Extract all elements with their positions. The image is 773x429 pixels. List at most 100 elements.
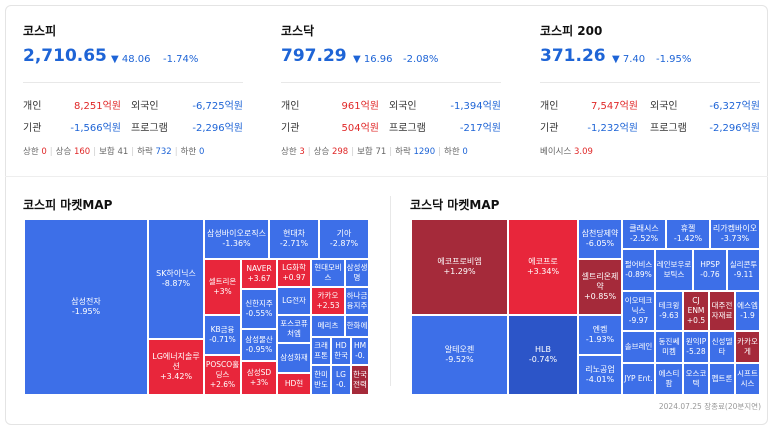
treemap-cell[interactable]: HD한국 <box>331 337 351 365</box>
treemap-cell[interactable]: 오스코텍 <box>683 363 709 395</box>
treemap-cell[interactable]: 원익IP -5.28 <box>683 331 709 363</box>
treemap-cell-name: 레인보우로보틱스 <box>656 260 692 279</box>
index-title[interactable]: 코스닥 <box>281 24 315 38</box>
treemap-cell[interactable]: HM -0. <box>351 337 369 365</box>
investor-label: 외국인 <box>650 101 678 112</box>
treemap-cell[interactable]: 이오테크닉스 -9.97 <box>622 291 655 331</box>
treemap-cell-rate: -9.52% <box>445 355 474 364</box>
treemap-cell[interactable]: 삼성화재 <box>277 343 311 373</box>
treemap-cell[interactable]: 펩트론 <box>709 363 735 395</box>
treemap-cell[interactable]: 현대차 -2.71% <box>269 219 319 259</box>
index-rate: -1.74% <box>163 54 199 65</box>
treemap-cell[interactable]: 삼성전자 -1.95% <box>24 219 148 395</box>
treemap-cell[interactable]: LG -0. <box>331 365 351 395</box>
treemap-cell[interactable]: 클래시스 -2.52% <box>622 219 666 249</box>
treemap-cell-name: 셀트리온제약 <box>581 272 619 291</box>
treemap-cell[interactable]: 카카오 +2.53 <box>311 287 345 315</box>
treemap-cell[interactable]: 한미반도 <box>311 365 331 395</box>
treemap-cell[interactable]: LG에너지솔루션 +3.42% <box>148 339 204 395</box>
treemap-cell[interactable]: 엔켐 -1.93% <box>578 315 622 355</box>
treemap-cell[interactable]: 리가켐바이오 -3.73% <box>710 219 760 249</box>
treemap-cell[interactable]: 시프트시스 <box>735 363 760 395</box>
treemap-cell[interactable]: SK하이닉스 -8.87% <box>148 219 204 339</box>
treemap-cell[interactable]: 에코프로비엠 +1.29% <box>411 219 508 315</box>
treemap-cell[interactable]: KB금융 -0.71% <box>204 315 241 355</box>
treemap-cell[interactable]: 에스엠 -1.9 <box>735 291 760 331</box>
treemap-cell-rate: -9.11 <box>733 270 754 279</box>
kospi-map-title[interactable]: 코스피 마켓MAP <box>23 198 113 212</box>
treemap-cell[interactable]: 동진쎄미켐 <box>655 331 683 363</box>
kosdaq-map-title[interactable]: 코스닥 마켓MAP <box>410 198 500 212</box>
treemap-cell-name: SK하이닉스 <box>156 269 196 278</box>
index-title[interactable]: 코스피 200 <box>540 24 603 38</box>
treemap-cell[interactable]: 대주전자재료 <box>709 291 735 331</box>
treemap-cell-rate: -1.95% <box>71 307 101 316</box>
investor-value: 504억원 <box>341 123 380 134</box>
treemap-cell[interactable]: 삼성물산 -0.95% <box>241 329 277 361</box>
treemap-cell[interactable]: 리노공업 -4.01% <box>578 355 622 395</box>
investor-label: 기관 <box>540 123 559 134</box>
treemap-cell-rate: +3.67 <box>247 274 271 283</box>
treemap-cell[interactable]: 에코프로 +3.34% <box>508 219 578 315</box>
treemap-cell[interactable]: NAVER +3.67 <box>241 259 277 289</box>
treemap-cell-name: HLB <box>535 345 551 354</box>
treemap-cell[interactable]: JYP Ent. <box>622 363 655 395</box>
treemap-cell-rate: -9.97 <box>628 316 649 325</box>
investor-value: -1,566억원 <box>70 123 121 134</box>
investor-label: 기관 <box>23 123 42 134</box>
treemap-cell[interactable]: LG전자 <box>277 287 311 315</box>
index-card-kospi200[interactable]: 코스피 200 371.26 ▼ 7.40 -1.95% 개인 7,547억원 … <box>540 0 773 170</box>
treemap-cell[interactable]: 실리콘투 -9.11 <box>727 249 760 291</box>
treemap-cell[interactable]: 삼성SD +3% <box>241 361 277 395</box>
treemap-cell-name: 펩트론 <box>711 374 733 383</box>
treemap-cell[interactable]: 휴젤 -1.42% <box>666 219 710 249</box>
investor-label: 기관 <box>281 123 300 134</box>
treemap-cell-name: 에스엠 <box>737 301 758 310</box>
advance-decline-stats: 상한 0 | 상승 160 | 보합 41 | 하락 732 | 하한 0 <box>23 147 205 157</box>
index-card-kospi[interactable]: 코스피 2,710.65 ▼ 48.06 -1.74% 개인 8,251억원 외… <box>23 0 277 170</box>
treemap-cell[interactable]: 테크윙 -9.63 <box>655 291 683 331</box>
index-title[interactable]: 코스피 <box>23 24 57 38</box>
treemap-cell[interactable]: HPSP -0.76 <box>693 249 727 291</box>
treemap-cell[interactable]: 한화에 <box>345 315 369 337</box>
investor-label: 개인 <box>540 101 559 112</box>
treemap-cell[interactable]: 신성델타 <box>709 331 735 363</box>
treemap-cell[interactable]: 현대모비스 <box>311 259 345 287</box>
treemap-cell-name: 클래시스 <box>629 224 659 233</box>
treemap-cell[interactable]: CJ ENM +0.5 <box>683 291 709 331</box>
treemap-cell[interactable]: 포스코퓨처엠 <box>277 315 311 343</box>
investor-label: 프로그램 <box>131 123 168 134</box>
index-card-kosdaq[interactable]: 코스닥 797.29 ▼ 16.96 -2.08% 개인 961억원 외국인 -… <box>281 0 535 170</box>
treemap-cell[interactable]: 크래프톤 <box>311 337 331 365</box>
investor-value: -6,327억원 <box>709 101 760 112</box>
treemap-cell[interactable]: 하나금융지주 <box>345 287 369 315</box>
treemap-cell[interactable]: 알테오젠 -9.52% <box>411 315 508 395</box>
treemap-cell[interactable]: POSCO홀딩스 +2.6% <box>204 355 241 395</box>
treemap-cell-name: 기아 <box>336 229 352 238</box>
index-change: ▼ 48.06 <box>111 54 151 65</box>
treemap-cell[interactable]: LG화학 +0.97 <box>277 259 311 287</box>
index-value: 371.26 <box>540 46 606 66</box>
treemap-cell-rate: -0.71% <box>209 335 236 344</box>
treemap-cell-name: 삼성물산 <box>245 335 273 344</box>
treemap-cell[interactable]: 펄어비스 -0.89% <box>622 249 655 291</box>
treemap-cell[interactable]: 메리츠 <box>311 315 345 337</box>
treemap-cell[interactable]: 레인보우로보틱스 <box>655 249 693 291</box>
treemap-cell[interactable]: 삼천당제약 -6.05% <box>578 219 622 259</box>
treemap-cell-name: 에스티팜 <box>658 369 680 388</box>
treemap-cell[interactable]: 솔브레인 <box>622 331 655 363</box>
kosdaq-treemap: 에코프로비엠 +1.29% 알테오젠 -9.52% 에코프로 +3.34% HLB -0.74… <box>410 218 760 395</box>
treemap-cell[interactable]: HLB -0.74% <box>508 315 578 395</box>
treemap-cell[interactable]: 셀트리온 +3% <box>204 259 241 315</box>
treemap-cell[interactable]: 카카오게 <box>735 331 760 363</box>
treemap-cell[interactable]: 삼성생명 <box>345 259 369 287</box>
treemap-cell[interactable]: 삼성바이오로직스 -1.36% <box>204 219 269 259</box>
treemap-cell[interactable]: HD현 <box>277 373 311 395</box>
treemap-cell[interactable]: 한국전력 <box>351 365 369 395</box>
treemap-cell[interactable]: 셀트리온제약 +0.85% <box>578 259 622 315</box>
treemap-cell[interactable]: 기아 -2.87% <box>319 219 369 259</box>
treemap-cell-name: HM <box>353 341 367 350</box>
treemap-cell[interactable]: 신한지주 -0.55% <box>241 289 277 329</box>
treemap-cell-name: 실리콘투 <box>729 260 758 269</box>
treemap-cell[interactable]: 에스티팜 <box>655 363 683 395</box>
